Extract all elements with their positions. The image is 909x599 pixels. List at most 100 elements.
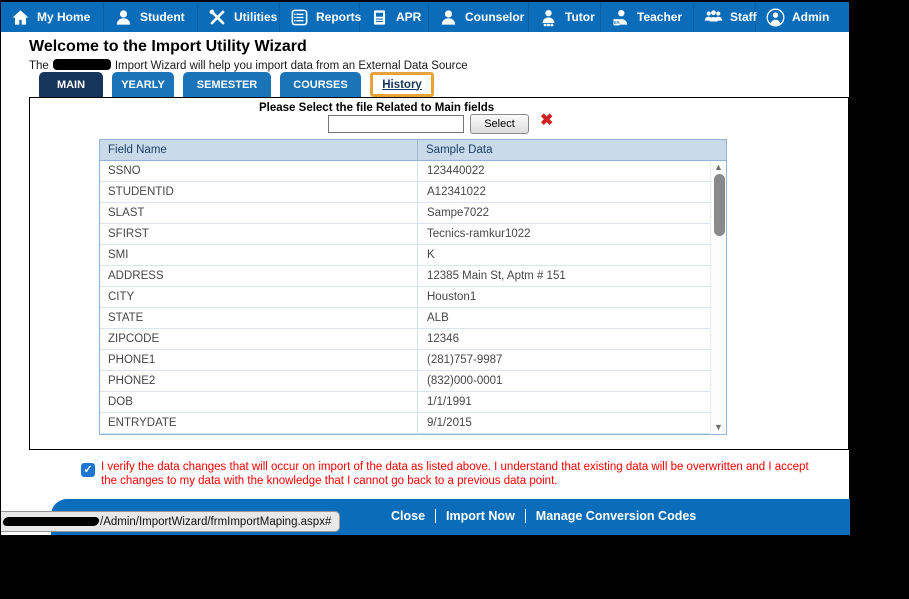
nav-item-student[interactable]: Student (104, 2, 198, 32)
home-icon (12, 9, 29, 25)
tab-yearly[interactable]: YEARLY (112, 72, 174, 97)
manage-conversion-codes-button[interactable]: Manage Conversion Codes (535, 509, 697, 523)
field-name-cell: SFIRST (108, 228, 149, 240)
table-row[interactable]: DOB 1/1/1991 (100, 392, 710, 413)
table-row[interactable]: SMI K (100, 245, 710, 266)
nav-item-teacher[interactable]: VA Teacher (601, 2, 694, 32)
sample-data-cell: ALB (417, 308, 710, 328)
verify-statement: I verify the data changes that will occu… (101, 461, 809, 487)
verify-checkbox[interactable]: ✓ (81, 463, 95, 477)
table-row[interactable]: SFIRST Tecnics-ramkur1022 (100, 224, 710, 245)
svg-text:VA: VA (613, 20, 620, 26)
sample-data-cell: 123440022 (417, 161, 710, 181)
scroll-down-icon[interactable]: ▼ (714, 422, 723, 432)
table-header-row: Field Name Sample Data (99, 139, 727, 161)
file-path-input[interactable] (328, 115, 464, 133)
select-file-button[interactable]: Select (470, 114, 529, 134)
scroll-up-icon[interactable]: ▲ (714, 162, 723, 172)
table-scrollbar[interactable]: ▲ ▼ (710, 161, 726, 433)
wizard-tabs: MAIN YEARLY SEMESTER COURSES History (39, 72, 434, 97)
page-subtitle: The Import Wizard will help you import da… (29, 59, 468, 72)
table-rows: SSNO 123440022 STUDENTID A12341022 SLAST Sa… (100, 161, 710, 434)
subtitle-prefix: The (29, 60, 49, 72)
sample-data-cell: Sampe7022 (417, 203, 710, 223)
sample-data-cell: A12341022 (417, 182, 710, 202)
nav-item-utilities[interactable]: Utilities (198, 2, 280, 32)
footer-separator (524, 509, 526, 523)
field-name-cell: SMI (108, 249, 129, 261)
tab-main[interactable]: MAIN (39, 72, 103, 97)
nav-item-apr[interactable]: APR (360, 2, 429, 32)
nav-label: Teacher (637, 10, 683, 24)
nav-label: APR (396, 10, 422, 24)
field-name-cell: ENTRYDATE (108, 417, 177, 429)
nav-item-my-home[interactable]: My Home (1, 2, 104, 32)
apr-icon (373, 9, 386, 25)
app-window: My Home Student Utilities Reports APR Co… (0, 0, 850, 535)
table-row[interactable]: ENTRYDATE 9/1/2015 (100, 413, 710, 434)
page-title: Welcome to the Import Utility Wizard (29, 38, 307, 55)
table-row[interactable]: ZIPCODE 12346 (100, 329, 710, 350)
import-now-button[interactable]: Import Now (446, 509, 515, 523)
teacher-icon: VA (613, 9, 628, 26)
redacted-domain (2, 517, 100, 526)
student-icon (116, 9, 131, 25)
red-x-icon[interactable]: ✖ (540, 112, 554, 129)
column-header-sample-data: Sample Data (417, 140, 726, 160)
tab-courses[interactable]: COURSES (280, 72, 361, 97)
sample-data-cell: 1/1/1991 (417, 392, 710, 412)
main-tab-panel: Please Select the file Related to Main f… (29, 97, 849, 450)
field-name-cell: PHONE1 (108, 354, 156, 366)
nav-label: Tutor (565, 10, 595, 24)
nav-label: Utilities (234, 10, 278, 24)
close-button[interactable]: Close (391, 509, 426, 523)
footer-actions: Close Import Now Manage Conversion Codes (391, 509, 696, 523)
admin-icon (766, 8, 785, 26)
sample-data-cell: K (417, 245, 710, 265)
sample-data-cell: (832)000-0001 (417, 371, 710, 391)
table-row[interactable]: ADDRESS 12385 Main St, Aptm # 151 (100, 266, 710, 287)
tab-history[interactable]: History (370, 72, 434, 97)
staff-icon (704, 9, 723, 21)
tutor-icon (542, 9, 555, 26)
sample-data-cell: 12385 Main St, Aptm # 151 (417, 266, 710, 286)
reports-icon (291, 9, 308, 25)
table-row[interactable]: SLAST Sampe7022 (100, 203, 710, 224)
table-row[interactable]: CITY Houston1 (100, 287, 710, 308)
nav-label: Admin (792, 10, 830, 24)
table-row[interactable]: PHONE2 (832)000-0001 (100, 371, 710, 392)
table-row[interactable]: PHONE1 (281)757-9987 (100, 350, 710, 371)
nav-item-reports[interactable]: Reports (280, 2, 361, 32)
field-name-cell: ADDRESS (108, 270, 164, 282)
tab-semester[interactable]: SEMESTER (183, 72, 271, 97)
nav-label: Staff (730, 10, 757, 24)
table-body: SSNO 123440022 STUDENTID A12341022 SLAST Sa… (99, 161, 727, 435)
nav-label: My Home (37, 10, 91, 24)
table-row[interactable]: SSNO 123440022 (100, 161, 710, 182)
nav-label: Counselor (465, 10, 525, 24)
status-url-path: /Admin/ImportWizard/frmImportMaping.aspx… (100, 515, 332, 528)
nav-item-tutor[interactable]: Tutor (529, 2, 601, 32)
column-header-field-name: Field Name (108, 144, 167, 156)
field-name-cell: STATE (108, 312, 144, 324)
field-name-cell: PHONE2 (108, 375, 156, 387)
top-nav-bar: My Home Student Utilities Reports APR Co… (1, 2, 849, 32)
counselor-icon (441, 9, 456, 25)
field-name-cell: CITY (108, 291, 135, 303)
scrollbar-thumb[interactable] (714, 174, 725, 236)
field-mapping-table: Field Name Sample Data SSNO 123440022 STU… (99, 139, 727, 435)
sample-data-cell: 9/1/2015 (417, 413, 710, 433)
table-row[interactable]: STATE ALB (100, 308, 710, 329)
nav-item-counselor[interactable]: Counselor (429, 2, 529, 32)
nav-item-staff[interactable]: Staff (694, 2, 757, 32)
field-name-cell: DOB (108, 396, 133, 408)
table-row[interactable]: STUDENTID A12341022 (100, 182, 710, 203)
field-name-cell: STUDENTID (108, 186, 174, 198)
sample-data-cell: Houston1 (417, 287, 710, 307)
sample-data-cell: 12346 (417, 329, 710, 349)
field-name-cell: SLAST (108, 207, 145, 219)
nav-item-admin[interactable]: Admin (756, 2, 849, 32)
file-select-label: Please Select the file Related to Main f… (259, 102, 495, 114)
utilities-icon (209, 9, 225, 24)
sample-data-cell: Tecnics-ramkur1022 (417, 224, 710, 244)
